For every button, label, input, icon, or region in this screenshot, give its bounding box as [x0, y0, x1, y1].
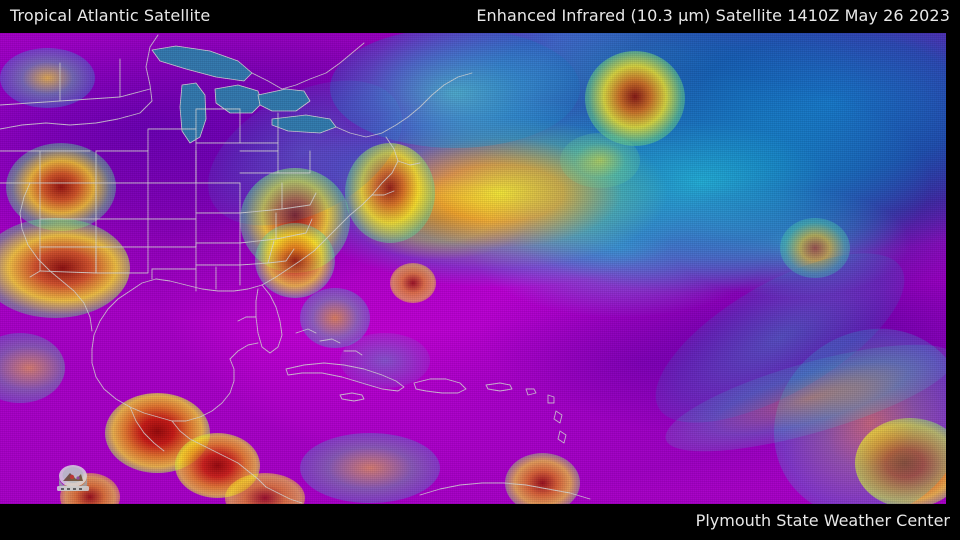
header-bar: Tropical Atlantic Satellite Enhanced Inf… — [0, 0, 960, 33]
convection-blob — [255, 223, 335, 298]
convection-blob — [780, 218, 850, 278]
convection-blob — [340, 333, 430, 388]
product-info-label: Enhanced Infrared (10.3 µm) Satellite 14… — [476, 6, 950, 25]
cloud-band — [330, 33, 580, 148]
convection-blob — [505, 453, 580, 504]
convection-blob — [300, 433, 440, 503]
footer-bar: Plymouth State Weather Center — [0, 504, 960, 540]
image-right-margin — [946, 33, 960, 504]
convection-blob — [390, 263, 436, 303]
convection-blob — [0, 48, 95, 108]
convection-blob — [300, 288, 370, 348]
plymouth-state-dome-logo — [57, 465, 89, 491]
page-title: Tropical Atlantic Satellite — [10, 6, 211, 25]
satellite-imagery[interactable] — [0, 33, 946, 504]
convection-blob — [855, 418, 946, 504]
convection-blob — [585, 51, 685, 146]
source-credit-label: Plymouth State Weather Center — [695, 511, 950, 530]
convection-blob — [560, 133, 640, 188]
